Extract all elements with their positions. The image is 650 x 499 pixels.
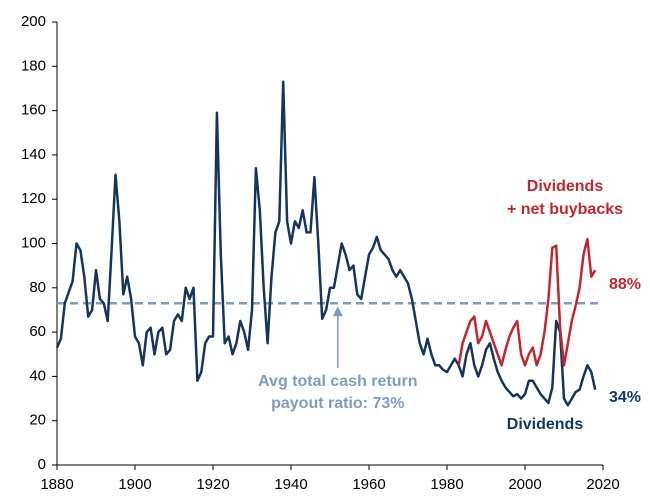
y-tick-label: 160 bbox=[21, 102, 46, 119]
series-label: + net buybacks bbox=[507, 201, 623, 218]
y-tick-label: 200 bbox=[21, 13, 46, 30]
x-tick-label: 1980 bbox=[430, 476, 463, 493]
x-tick-label: 1940 bbox=[274, 476, 307, 493]
y-tick-label: 20 bbox=[29, 412, 46, 429]
end-label: 34% bbox=[609, 389, 641, 406]
x-tick-label: 1920 bbox=[196, 476, 229, 493]
reference-label: payout ratio: 73% bbox=[271, 395, 404, 412]
series-line bbox=[457, 237, 597, 367]
x-tick-label: 2000 bbox=[508, 476, 541, 493]
y-tick-label: 120 bbox=[21, 190, 46, 207]
y-tick-label: 100 bbox=[21, 234, 46, 251]
y-tick-label: 80 bbox=[29, 279, 46, 296]
reference-label: Avg total cash return bbox=[258, 373, 417, 390]
series-line bbox=[55, 80, 597, 407]
arrow-head bbox=[332, 306, 343, 317]
y-tick-label: 60 bbox=[29, 323, 46, 340]
end-label: 88% bbox=[609, 276, 641, 293]
series-label: Dividends bbox=[527, 178, 604, 195]
x-tick-label: 1960 bbox=[352, 476, 385, 493]
series-label: Dividends bbox=[507, 416, 584, 433]
y-tick-label: 40 bbox=[29, 367, 46, 384]
x-tick-label: 2020 bbox=[586, 476, 619, 493]
y-tick-label: 180 bbox=[21, 57, 46, 74]
y-tick-label: 140 bbox=[21, 146, 46, 163]
x-tick-label: 1880 bbox=[40, 476, 73, 493]
x-tick-label: 1900 bbox=[118, 476, 151, 493]
y-tick-label: 0 bbox=[38, 456, 46, 473]
